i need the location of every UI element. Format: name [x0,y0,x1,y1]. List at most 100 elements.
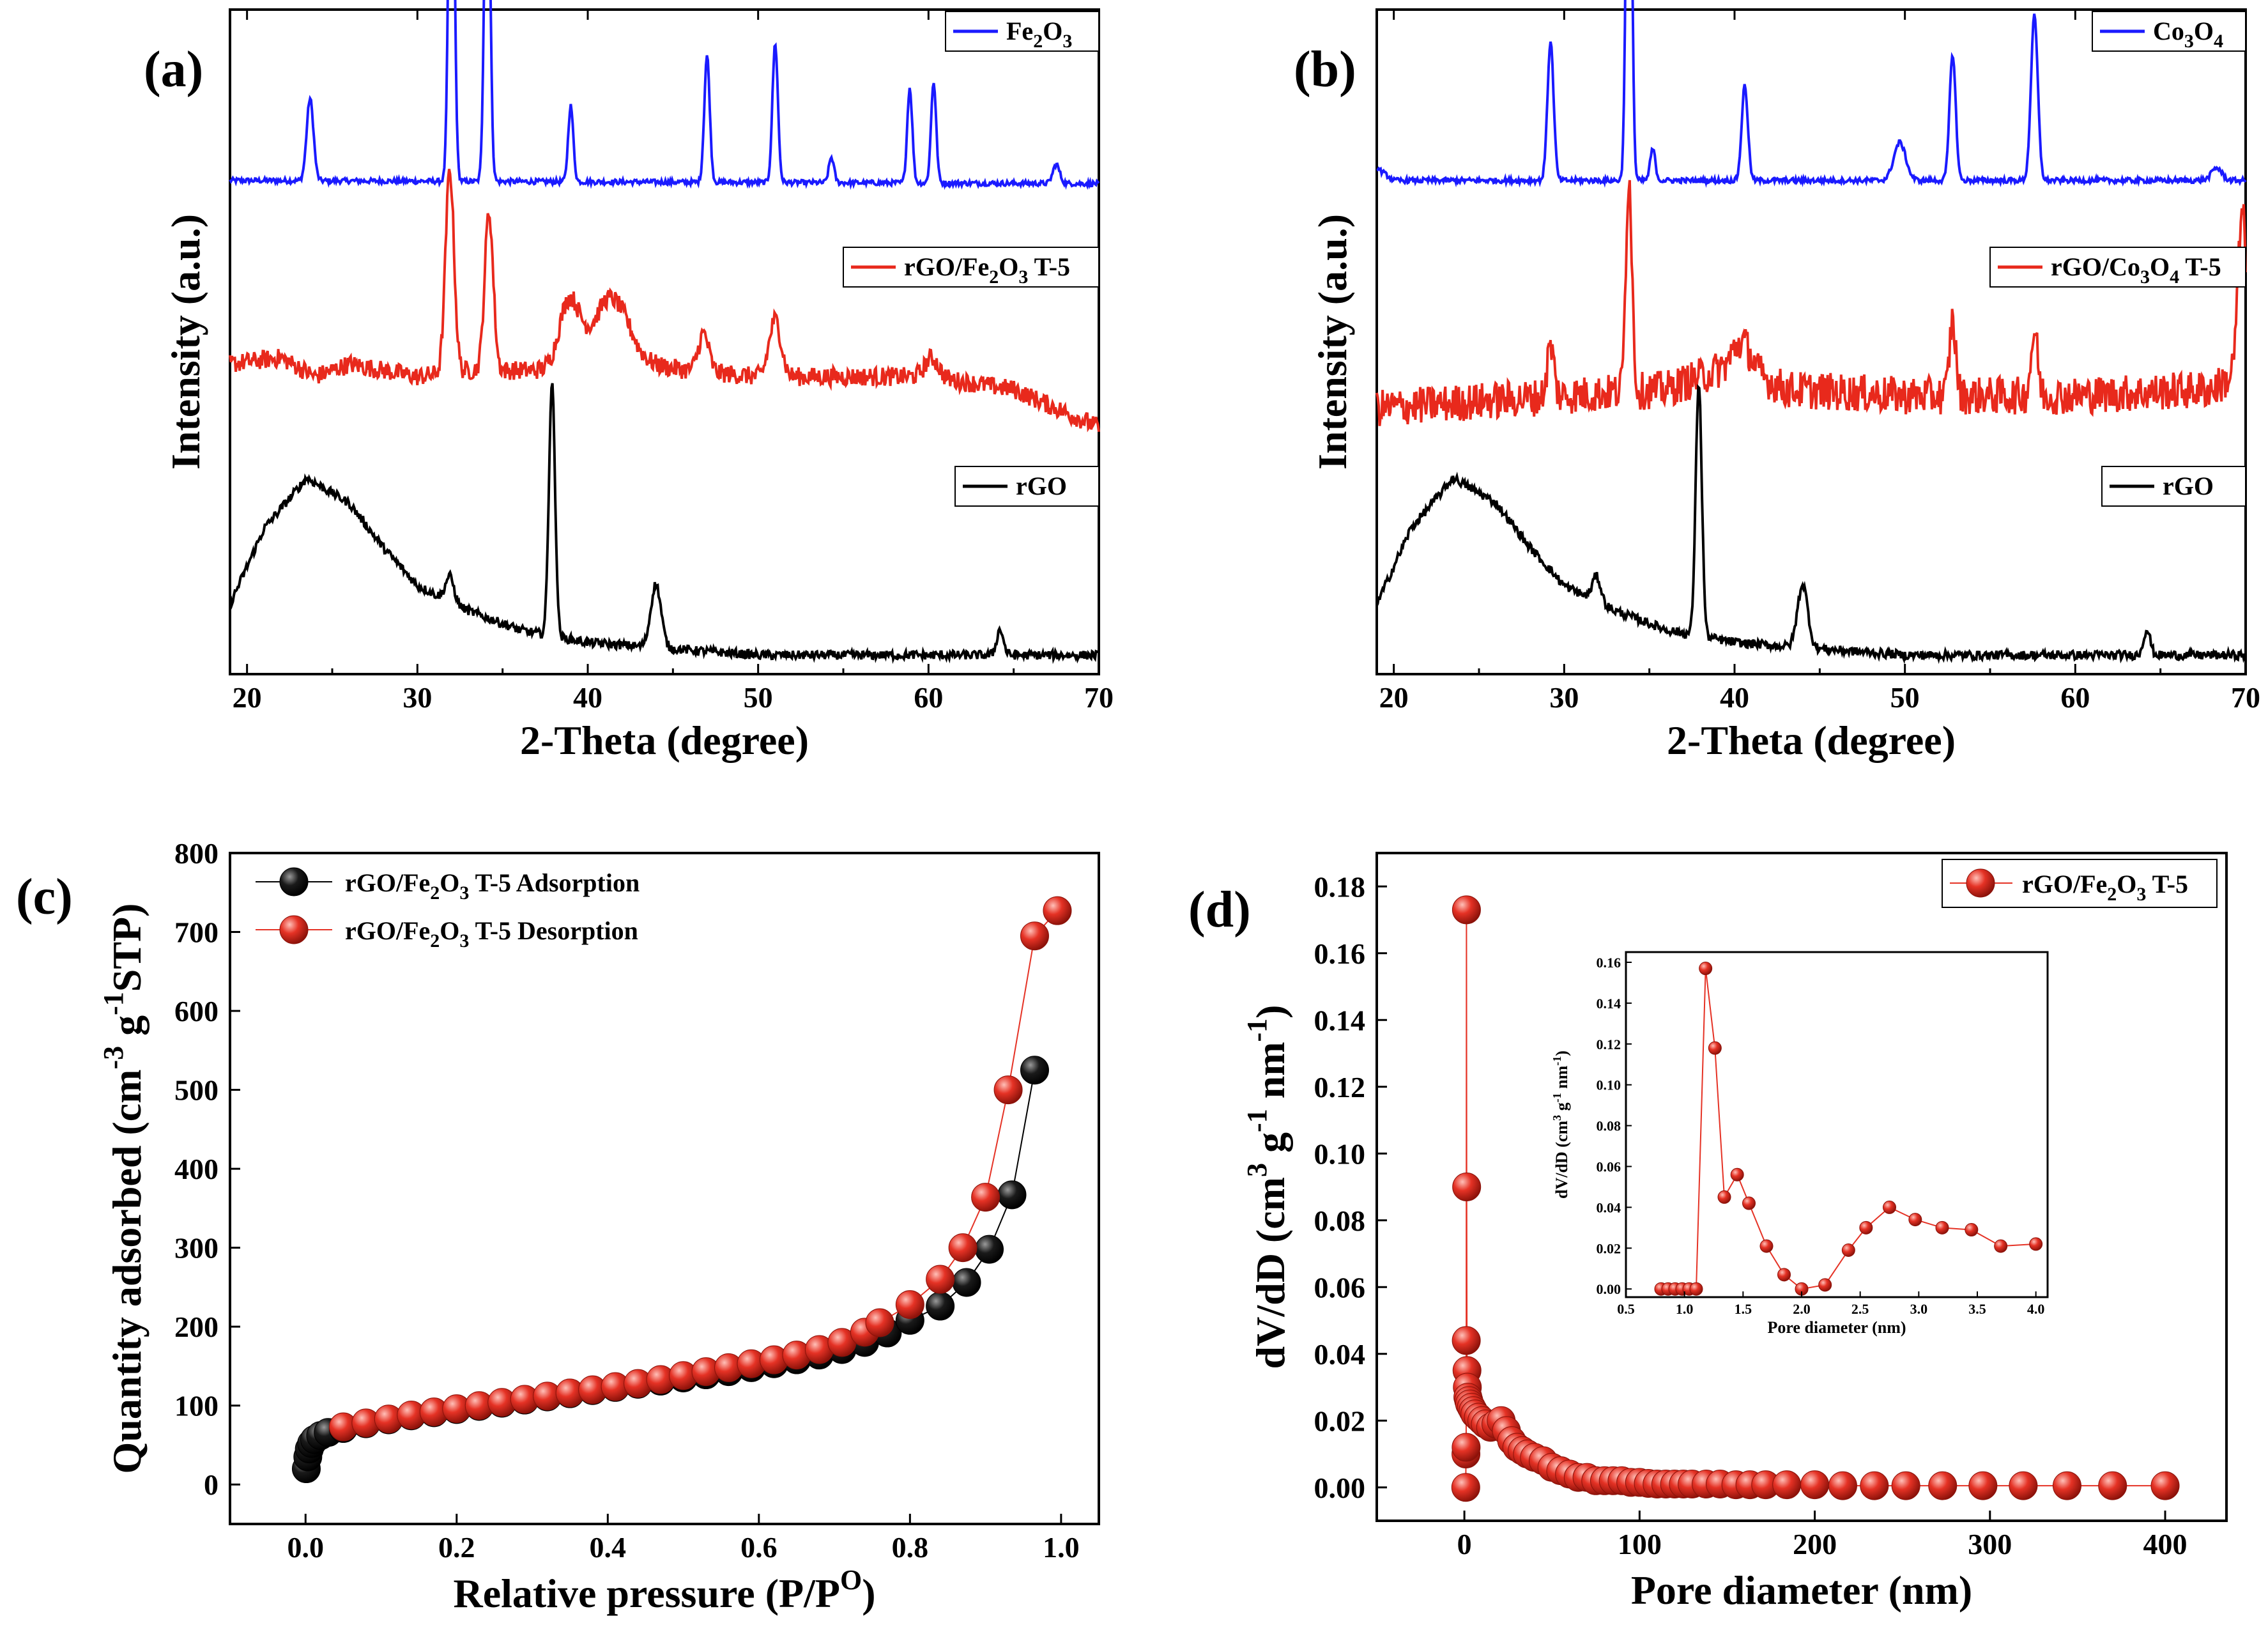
y-tick-label: 300 [174,1232,218,1265]
inset-y-tick-label: 0.14 [1597,996,1621,1012]
y-tick-label: 0.16 [1314,937,1366,970]
data-point [895,1290,924,1320]
panel-a: 20 30 40 50 60 70 2-Theta (degree) Intensity (a… [144,0,1114,763]
data-point [1452,895,1481,925]
data-point [1759,1239,1774,1253]
data-point [1689,1282,1703,1296]
data-point [1968,1471,1998,1500]
x-tick-label: 20 [233,681,262,714]
y-tick-label: 0.12 [1314,1071,1366,1104]
legend-box [945,11,1100,52]
data-point [2009,1471,2038,1500]
data-point [1883,1200,1896,1214]
inset-y-tick-label: 0.10 [1597,1077,1621,1093]
inset-y-tick-label: 0.02 [1597,1240,1621,1256]
y-axis-title: dV/dD (cm3 g-1 nm-1) [1241,1005,1293,1369]
x-tick-label: 0.4 [590,1531,627,1564]
inset-y-tick-label: 0.12 [1597,1036,1621,1052]
x-tick-label: 70 [1084,681,1114,714]
inset-y-tick-label: 0.06 [1597,1159,1621,1175]
x-tick-label: 0.2 [438,1531,475,1564]
series-line-rgo [1375,383,2247,665]
data-point [1994,1239,2008,1253]
data-point [1841,1243,1855,1258]
data-point [1800,1470,1830,1500]
data-point [1742,1196,1756,1210]
inset-chart: 0.5 1.0 1.5 2.0 2.5 3.0 3.5 4.0 0.00 0.02 0.04 0.06… [1551,951,2049,1337]
data-point [952,1268,981,1297]
series-line-rgofe2o3t5 [229,169,1100,433]
data-point [1859,1220,1873,1235]
y-tick-label: 0.14 [1314,1004,1366,1036]
data-point [1451,1473,1480,1502]
x-tick-label: 70 [2231,681,2260,714]
panel-label: (d) [1188,882,1251,938]
legend-label: rGO [2163,472,2214,500]
data-point [1966,868,1995,898]
x-tick-label: 40 [1720,681,1749,714]
y-tick-label: 400 [174,1153,218,1185]
data-point [1708,1041,1722,1055]
x-tick-label: 0 [1457,1528,1472,1560]
y-axis-title: Quantity adsorbed (cm-3 g-1STP) [98,904,149,1474]
x-axis-title: 2-Theta (degree) [520,718,809,763]
x-tick-label: 100 [1618,1528,1662,1560]
series-line-rgo [229,383,1100,665]
inset-x-tick-label: 2.5 [1851,1301,1869,1317]
panel-d: 0 100 200 300 400 0.00 0.02 0.04 0.06 0.08 0.10 0.1… [1188,852,2228,1613]
y-tick-label: 0.08 [1314,1204,1366,1237]
data-point [1935,1220,1949,1235]
x-tick-label: 20 [1379,681,1409,714]
inset-y-tick-label: 0.04 [1597,1199,1621,1215]
inset-x-tick-label: 0.5 [1617,1301,1635,1317]
panel-c: 0.0 0.2 0.4 0.6 0.8 1.0 0 100 200 300 400 500 600 700… [16,837,1100,1616]
y-tick-label: 800 [174,837,218,870]
x-tick-label: 0.8 [892,1531,929,1564]
data-point [1043,896,1072,925]
data-point [2150,1471,2180,1500]
series-line-fe2o3 [229,0,1100,190]
panel-label: (a) [144,42,203,98]
data-point [971,1183,1000,1212]
y-tick-label: 0.06 [1314,1271,1366,1304]
inset-x-tick-label: 4.0 [2027,1301,2045,1317]
legend-label: rGO [1016,472,1067,500]
inset-x-tick-label: 3.5 [1968,1301,1986,1317]
x-tick-label: 1.0 [1043,1531,1080,1564]
y-tick-label: 100 [174,1390,218,1422]
data-point [1772,1470,1802,1500]
data-point [279,915,309,944]
data-point [1020,921,1049,951]
series-line-rgoco3o4t5 [1375,180,2247,426]
data-point [2098,1471,2127,1500]
x-axis-title: Pore diameter (nm) [1631,1567,1972,1613]
inset-x-axis-title: Pore diameter (nm) [1767,1318,1906,1337]
y-tick-label: 500 [174,1074,218,1107]
plot-frame [1375,852,2228,1522]
x-tick-label: 400 [2143,1528,2188,1560]
inset-x-tick-label: 1.5 [1735,1301,1752,1317]
panel-label: (b) [1294,42,1356,98]
data-point [1818,1278,1832,1292]
data-point [926,1291,955,1321]
inset-x-tick-label: 3.0 [1910,1301,1928,1317]
data-point [1452,1326,1481,1355]
y-tick-label: 0.04 [1314,1338,1366,1371]
data-point [279,867,309,896]
data-point [975,1235,1004,1264]
data-point [1891,1471,1920,1500]
x-tick-label: 50 [744,681,773,714]
plot-frame [1375,8,2247,675]
data-point [1908,1213,1922,1227]
y-tick-label: 0.18 [1314,870,1366,903]
y-tick-label: 0.00 [1314,1472,1366,1504]
data-point [1860,1471,1889,1500]
data-point [1699,962,1713,976]
data-point [1452,1433,1481,1462]
data-point [997,1180,1027,1210]
x-axis-title: 2-Theta (degree) [1667,718,1956,763]
data-point [1928,1471,1958,1500]
y-tick-label: 0.02 [1314,1404,1366,1437]
y-tick-label: 200 [174,1311,218,1343]
